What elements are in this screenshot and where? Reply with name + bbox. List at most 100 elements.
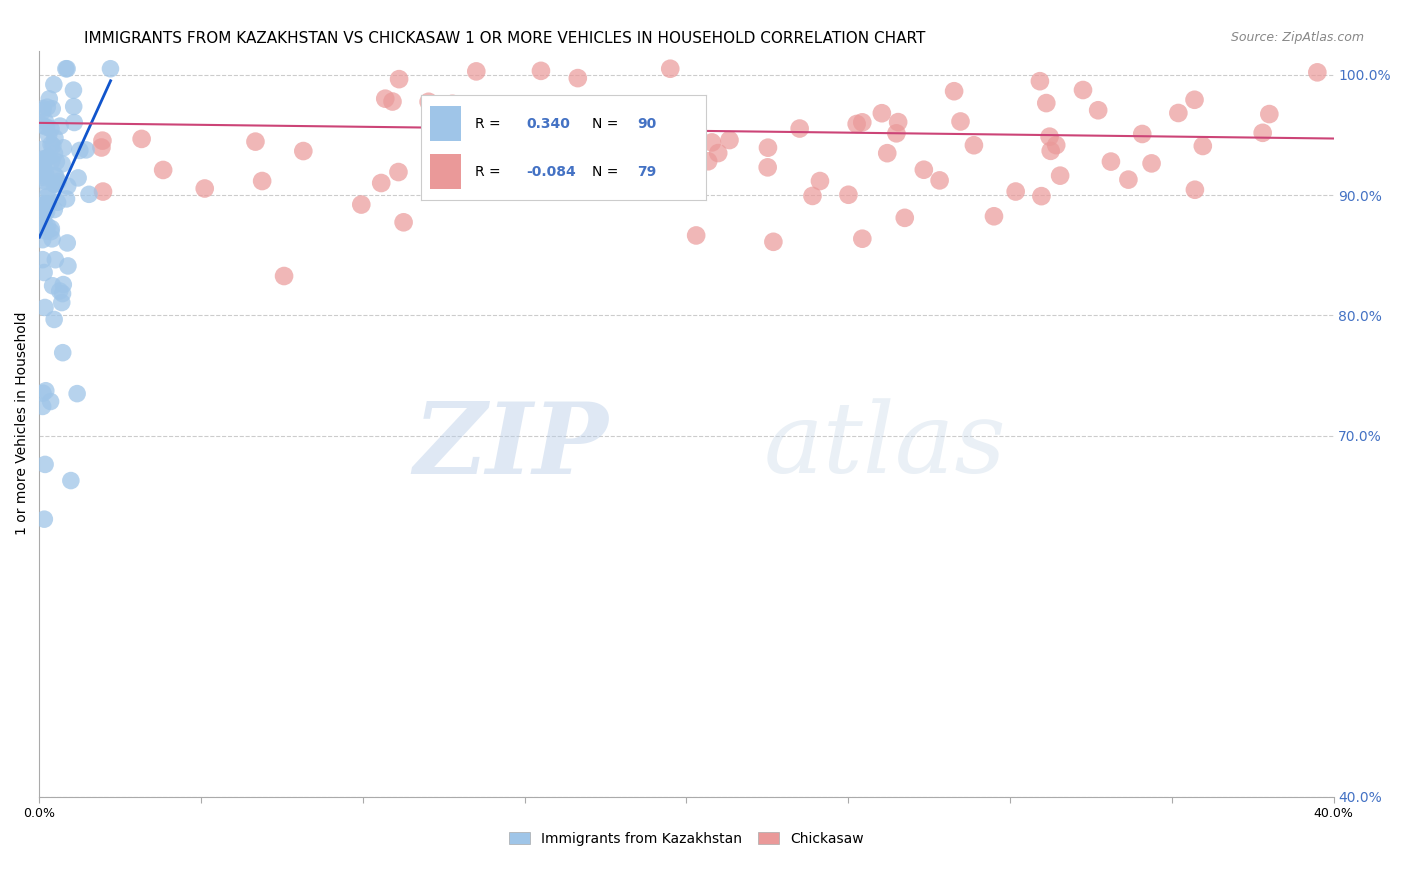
Point [46, 174, 69, 188]
Point [1184, 183, 1206, 197]
Point [44, 178, 66, 192]
Point [51, 157, 73, 171]
Point [35, 224, 58, 238]
Point [887, 115, 910, 129]
Point [35, 120, 58, 134]
Point [56, 179, 79, 194]
Text: Source: ZipAtlas.com: Source: ZipAtlas.com [1230, 31, 1364, 45]
Point [1130, 127, 1153, 141]
Point [292, 144, 315, 158]
Point [893, 211, 915, 225]
Point [67, 170, 90, 185]
Point [851, 115, 873, 129]
Point [51, 295, 73, 310]
Point [91, 134, 114, 148]
Point [44, 312, 66, 326]
Point [45, 169, 67, 184]
Point [31, 142, 53, 156]
Point [56, 259, 79, 273]
Point [35, 384, 58, 398]
Point [31, 170, 53, 185]
Point [31, 198, 53, 212]
Point [31, 169, 53, 183]
Point [41, 278, 63, 293]
Point [250, 174, 273, 188]
Point [38, 197, 60, 211]
Point [1049, 169, 1071, 183]
Point [31, 219, 53, 234]
Point [700, 136, 723, 150]
Point [90, 140, 112, 154]
Point [44, 252, 66, 267]
Point [34, 512, 56, 526]
Point [34, 166, 56, 180]
Point [634, 123, 657, 137]
Point [34, 203, 56, 218]
Point [32, 266, 55, 280]
Point [51, 286, 73, 301]
Point [35, 151, 58, 165]
Point [245, 135, 267, 149]
Point [273, 268, 295, 283]
Point [44, 169, 66, 183]
Point [1031, 189, 1053, 203]
Point [548, 103, 571, 117]
Point [963, 138, 986, 153]
Point [45, 154, 67, 169]
Point [31, 211, 53, 226]
Point [837, 187, 859, 202]
Point [465, 64, 488, 78]
Point [32, 161, 55, 175]
Point [32, 386, 55, 401]
Point [707, 146, 730, 161]
Point [31, 119, 53, 133]
Point [1118, 172, 1140, 186]
Point [1306, 65, 1329, 79]
Point [1258, 107, 1281, 121]
Point [370, 176, 392, 190]
Point [49, 119, 72, 133]
Point [673, 164, 696, 178]
Point [912, 162, 935, 177]
Point [1087, 103, 1109, 118]
Legend: Immigrants from Kazakhstan, Chickasaw: Immigrants from Kazakhstan, Chickasaw [509, 831, 865, 846]
Point [1038, 129, 1060, 144]
Point [387, 165, 409, 179]
Point [851, 232, 873, 246]
Point [69, 144, 91, 158]
Point [31, 252, 53, 267]
Point [1071, 83, 1094, 97]
Point [75, 143, 97, 157]
Point [388, 72, 411, 87]
Point [1191, 139, 1213, 153]
Point [37, 100, 59, 114]
Point [31, 233, 53, 247]
Point [1039, 144, 1062, 158]
Point [42, 138, 65, 153]
Point [441, 96, 464, 111]
Point [100, 62, 122, 76]
Point [37, 150, 59, 164]
Point [37, 219, 59, 233]
Point [31, 104, 53, 119]
Point [52, 141, 75, 155]
Point [77, 187, 100, 202]
Point [56, 235, 79, 250]
Point [31, 198, 53, 212]
Point [808, 174, 831, 188]
Point [697, 154, 720, 169]
Point [194, 181, 217, 195]
Point [886, 126, 908, 140]
Point [62, 83, 84, 97]
Point [55, 62, 77, 76]
Point [38, 92, 60, 106]
Point [44, 131, 66, 145]
Point [418, 95, 440, 109]
Point [588, 171, 610, 186]
Point [152, 163, 174, 178]
Point [39, 394, 62, 409]
Point [32, 102, 55, 116]
Text: IMMIGRANTS FROM KAZAKHSTAN VS CHICKASAW 1 OR MORE VEHICLES IN HOUSEHOLD CORRELAT: IMMIGRANTS FROM KAZAKHSTAN VS CHICKASAW … [84, 31, 925, 46]
Point [34, 114, 56, 128]
Point [1140, 156, 1163, 170]
